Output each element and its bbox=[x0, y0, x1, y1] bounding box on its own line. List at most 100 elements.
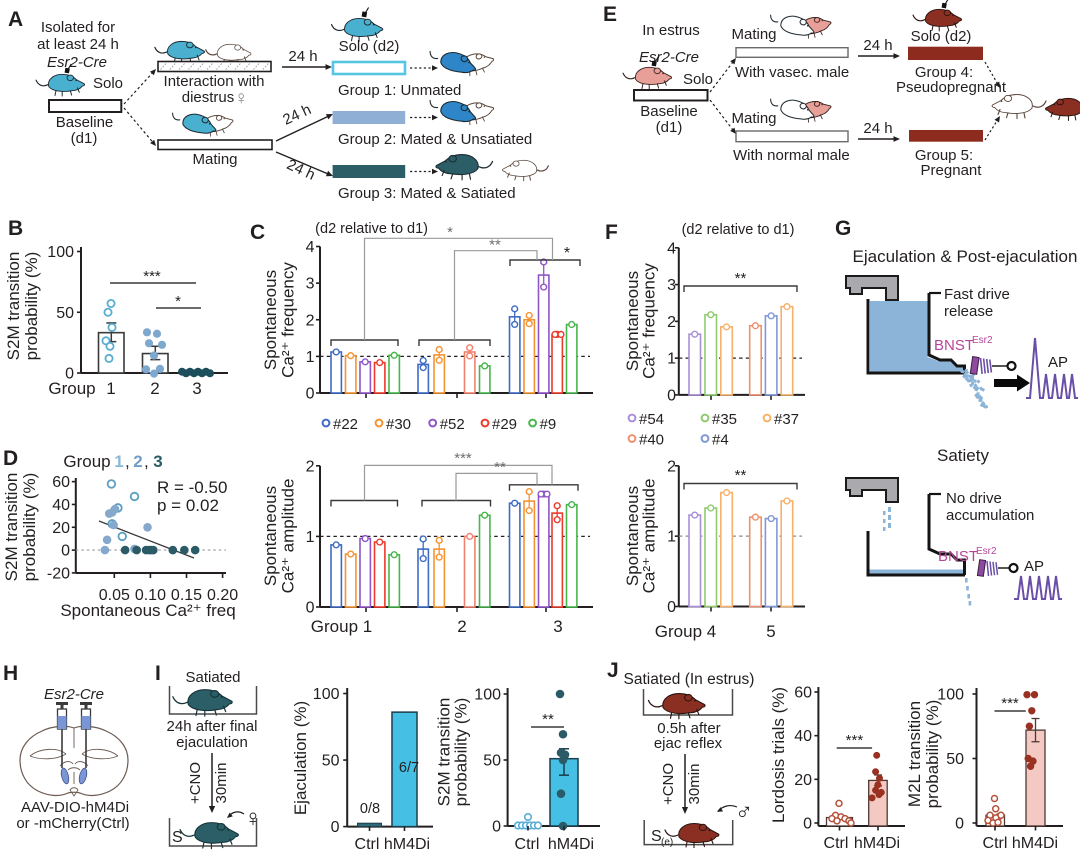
svg-text:Pregnant: Pregnant bbox=[921, 162, 983, 179]
svg-text:Group 4:: Group 4: bbox=[915, 64, 973, 81]
svg-text:A: A bbox=[8, 8, 23, 31]
svg-text:p = 0.02: p = 0.02 bbox=[157, 496, 219, 515]
svg-text:Satiety: Satiety bbox=[937, 446, 989, 465]
svg-text:#54: #54 bbox=[639, 411, 664, 428]
svg-text:2: 2 bbox=[133, 452, 142, 471]
svg-text:#52: #52 bbox=[440, 416, 465, 433]
svg-text:3: 3 bbox=[553, 617, 562, 636]
svg-text:ejaculation: ejaculation bbox=[176, 734, 248, 751]
svg-text:Solo (d2): Solo (d2) bbox=[339, 38, 400, 55]
svg-text:**: ** bbox=[489, 237, 501, 254]
svg-text:Ctrl: Ctrl bbox=[515, 836, 540, 853]
svg-text:(d1): (d1) bbox=[656, 119, 683, 136]
svg-text:#40: #40 bbox=[639, 432, 664, 449]
svg-text:E: E bbox=[603, 3, 617, 26]
svg-text:2: 2 bbox=[306, 458, 315, 475]
svg-text:**: ** bbox=[542, 711, 554, 728]
svg-text:Spontaneous: Spontaneous bbox=[261, 270, 280, 370]
svg-text:**: ** bbox=[494, 459, 506, 476]
svg-text:40: 40 bbox=[794, 728, 812, 745]
svg-text:5: 5 bbox=[766, 622, 775, 641]
svg-text:S2M transition: S2M transition bbox=[4, 252, 23, 361]
svg-text:Group 2: Mated & Unsatiated: Group 2: Mated & Unsatiated bbox=[338, 131, 532, 148]
svg-text:30min: 30min bbox=[686, 764, 703, 805]
svg-text:0.5h after: 0.5h after bbox=[657, 720, 720, 737]
svg-text:Ca²⁺ frequency: Ca²⁺ frequency bbox=[640, 263, 659, 379]
svg-text:1: 1 bbox=[667, 351, 676, 368]
svg-text:at least 24 h: at least 24 h bbox=[37, 36, 119, 53]
svg-text:H: H bbox=[3, 662, 18, 685]
svg-text:0: 0 bbox=[65, 366, 74, 383]
svg-text:Ca²⁺ amplitude: Ca²⁺ amplitude bbox=[279, 479, 298, 594]
svg-text:Fast drive: Fast drive bbox=[944, 286, 1010, 303]
svg-text:0: 0 bbox=[955, 816, 964, 833]
svg-text:probability (%): probability (%) bbox=[923, 700, 942, 809]
svg-text:*: * bbox=[175, 293, 181, 310]
svg-text:Ca²⁺ amplitude: Ca²⁺ amplitude bbox=[640, 479, 659, 594]
svg-text:Mating: Mating bbox=[731, 110, 776, 127]
svg-text:100: 100 bbox=[313, 686, 340, 703]
svg-text:4: 4 bbox=[667, 240, 676, 257]
svg-text:♀: ♀ bbox=[244, 805, 262, 832]
svg-text:Ctrl: Ctrl bbox=[824, 835, 849, 852]
svg-text:2: 2 bbox=[150, 379, 159, 398]
svg-text:S: S bbox=[651, 828, 662, 845]
svg-text:**: ** bbox=[735, 270, 747, 287]
svg-text:0: 0 bbox=[492, 819, 501, 836]
svg-text:0: 0 bbox=[331, 819, 340, 836]
svg-text:#9: #9 bbox=[540, 416, 557, 433]
svg-text:60: 60 bbox=[52, 474, 70, 491]
svg-text:Esr2-Cre: Esr2-Cre bbox=[44, 686, 104, 703]
svg-text:(d2 relative to d1): (d2 relative to d1) bbox=[315, 221, 428, 237]
svg-text:(e): (e) bbox=[661, 837, 673, 848]
svg-text:#4: #4 bbox=[712, 432, 729, 449]
svg-text:30min: 30min bbox=[213, 763, 230, 804]
svg-text:Ctrl: Ctrl bbox=[983, 835, 1008, 852]
svg-text:3: 3 bbox=[667, 277, 676, 294]
svg-text:3: 3 bbox=[153, 452, 162, 471]
svg-text:Solo: Solo bbox=[93, 75, 123, 92]
svg-text:Spontaneous Ca²⁺ freq: Spontaneous Ca²⁺ freq bbox=[60, 601, 235, 620]
svg-text:***: *** bbox=[1001, 695, 1019, 712]
svg-text:24h after final: 24h after final bbox=[167, 718, 258, 735]
svg-text:No drive: No drive bbox=[946, 490, 1002, 507]
svg-text:+CNO: +CNO bbox=[660, 763, 677, 805]
svg-text:Pseudopregnant: Pseudopregnant bbox=[896, 79, 1007, 96]
svg-text:ejac reflex: ejac reflex bbox=[654, 735, 723, 752]
svg-text:diestrus: diestrus bbox=[182, 89, 235, 106]
svg-text:probability (%): probability (%) bbox=[20, 473, 39, 582]
svg-text:#37: #37 bbox=[774, 411, 799, 428]
svg-text:+CNO: +CNO bbox=[187, 762, 204, 804]
svg-text:Mating: Mating bbox=[192, 151, 237, 168]
svg-text:*: * bbox=[447, 224, 453, 241]
svg-text:0: 0 bbox=[667, 387, 676, 404]
svg-text:hM4Di: hM4Di bbox=[1012, 835, 1058, 852]
svg-text:R = -0.50: R = -0.50 bbox=[157, 478, 227, 497]
svg-text:24 h: 24 h bbox=[863, 120, 892, 137]
svg-text:C: C bbox=[250, 221, 265, 244]
svg-text:♂: ♂ bbox=[735, 799, 753, 826]
svg-text:0: 0 bbox=[306, 386, 315, 403]
svg-text:(d1): (d1) bbox=[71, 130, 98, 147]
svg-text:1: 1 bbox=[106, 379, 115, 398]
svg-text:3: 3 bbox=[306, 276, 315, 293]
svg-text:Group 4: Group 4 bbox=[655, 622, 716, 641]
svg-text:2: 2 bbox=[667, 458, 676, 475]
svg-text:S2M transition: S2M transition bbox=[2, 473, 21, 582]
svg-text:G: G bbox=[835, 217, 851, 240]
svg-text:***: *** bbox=[846, 732, 864, 749]
svg-text:1: 1 bbox=[306, 349, 315, 366]
svg-text:100: 100 bbox=[47, 244, 74, 261]
svg-text:accumulation: accumulation bbox=[946, 507, 1034, 524]
svg-text:0: 0 bbox=[306, 600, 315, 617]
svg-text:I: I bbox=[155, 662, 161, 685]
svg-text:F: F bbox=[605, 221, 618, 244]
svg-text:Group 1: Unmated: Group 1: Unmated bbox=[338, 82, 461, 99]
svg-text:***: *** bbox=[454, 450, 472, 467]
svg-text:3: 3 bbox=[192, 379, 201, 398]
svg-text:hM4Di: hM4Di bbox=[384, 836, 430, 853]
svg-text:AAV-DIO-hM4Di: AAV-DIO-hM4Di bbox=[21, 799, 129, 816]
svg-text:0/8: 0/8 bbox=[360, 801, 380, 817]
svg-text:Baseline: Baseline bbox=[56, 114, 114, 131]
svg-text:1: 1 bbox=[306, 529, 315, 546]
